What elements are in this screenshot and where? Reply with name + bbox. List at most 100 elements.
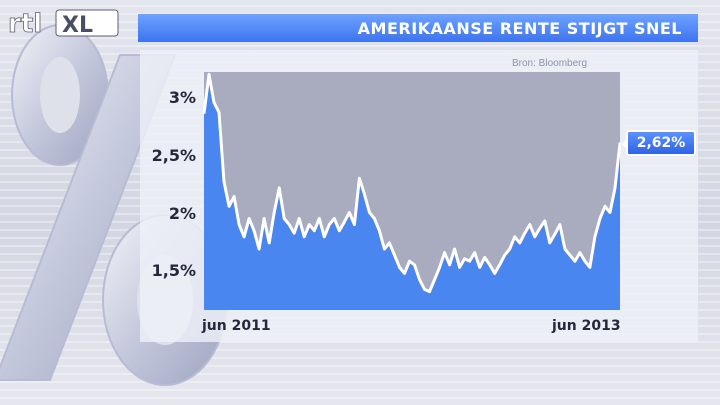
data-point	[418, 278, 421, 281]
data-point	[574, 260, 576, 262]
data-point	[569, 254, 571, 256]
data-point	[338, 230, 340, 232]
data-point	[584, 260, 586, 262]
data-point	[333, 217, 335, 220]
data-point	[479, 266, 481, 268]
data-point	[238, 224, 240, 226]
data-point	[288, 224, 290, 226]
y-tick-label: 2%	[168, 204, 196, 223]
data-point	[398, 266, 401, 268]
data-point	[524, 232, 526, 234]
data-point	[218, 111, 220, 113]
data-point	[514, 236, 516, 238]
data-point	[609, 211, 611, 213]
data-point	[408, 260, 411, 262]
data-point	[323, 236, 325, 238]
svg-text:rtl: rtl	[8, 9, 42, 39]
data-point	[459, 266, 461, 268]
data-point	[594, 236, 596, 238]
y-tick-label: 2,5%	[151, 146, 196, 165]
data-point	[439, 266, 441, 268]
data-point	[258, 248, 260, 250]
data-point	[363, 193, 365, 195]
data-point	[604, 205, 606, 207]
data-point	[474, 252, 476, 254]
data-point	[413, 264, 416, 266]
data-point	[444, 252, 446, 254]
data-point	[393, 254, 396, 256]
data-point	[469, 260, 471, 262]
data-point	[539, 227, 541, 229]
data-point	[464, 258, 466, 260]
data-point	[534, 236, 536, 238]
data-point	[308, 224, 310, 226]
data-point	[328, 224, 330, 226]
data-point	[564, 248, 566, 250]
data-point	[378, 230, 380, 232]
x-tick-label: jun 2011	[202, 318, 271, 334]
data-point	[403, 272, 406, 274]
data-point	[373, 217, 375, 220]
yield-area	[204, 74, 620, 311]
data-point	[494, 272, 496, 274]
data-point	[454, 248, 456, 250]
title-bar: AMERIKAANSE RENTE STIJGT SNEL	[138, 14, 698, 42]
data-point	[243, 236, 245, 238]
data-point	[348, 211, 350, 213]
data-point	[544, 220, 546, 222]
data-point	[489, 264, 491, 266]
data-point	[278, 187, 280, 189]
data-point	[549, 242, 551, 244]
data-point	[343, 221, 345, 223]
data-point	[499, 264, 501, 266]
chart-title: AMERIKAANSE RENTE STIJGT SNEL	[357, 18, 682, 38]
y-tick-label: 3%	[168, 88, 196, 107]
data-point	[303, 236, 305, 238]
data-point	[504, 254, 506, 256]
data-point	[388, 242, 390, 244]
data-point	[434, 278, 436, 281]
y-tick-label: 1,5%	[151, 261, 196, 280]
svg-text:XL: XL	[62, 13, 93, 38]
data-point	[253, 230, 255, 232]
data-point	[263, 217, 265, 220]
data-point	[233, 195, 235, 198]
data-point	[223, 181, 225, 183]
data-point	[579, 252, 581, 254]
data-point	[614, 187, 616, 189]
data-point	[213, 101, 215, 104]
data-point	[599, 217, 601, 220]
data-point	[273, 211, 275, 213]
data-point	[228, 205, 230, 207]
data-point	[559, 224, 561, 226]
data-point	[318, 217, 320, 220]
source-label: Bron: Bloomberg	[512, 58, 588, 69]
data-point	[554, 233, 556, 235]
last-value-callout: 2,62%	[626, 130, 696, 156]
data-point	[519, 242, 521, 244]
data-point	[428, 291, 431, 293]
yield-line	[202, 72, 622, 294]
data-point	[248, 217, 250, 220]
data-point	[368, 211, 370, 213]
data-point	[423, 288, 426, 290]
data-point	[283, 217, 285, 220]
data-point	[353, 224, 355, 226]
rtlxl-logo: rtl XL	[8, 9, 119, 39]
data-point	[619, 142, 621, 144]
data-point	[529, 224, 531, 226]
data-point	[589, 266, 591, 268]
data-point	[208, 73, 210, 75]
data-point	[509, 248, 511, 250]
data-point	[484, 256, 486, 259]
x-tick-label: jun 2013	[552, 318, 621, 334]
data-point	[298, 217, 300, 220]
data-point	[449, 264, 451, 266]
data-point	[313, 230, 315, 232]
data-point	[293, 232, 295, 234]
data-point	[358, 177, 360, 179]
data-point	[203, 112, 205, 115]
data-point	[268, 242, 270, 244]
data-point	[383, 248, 385, 250]
